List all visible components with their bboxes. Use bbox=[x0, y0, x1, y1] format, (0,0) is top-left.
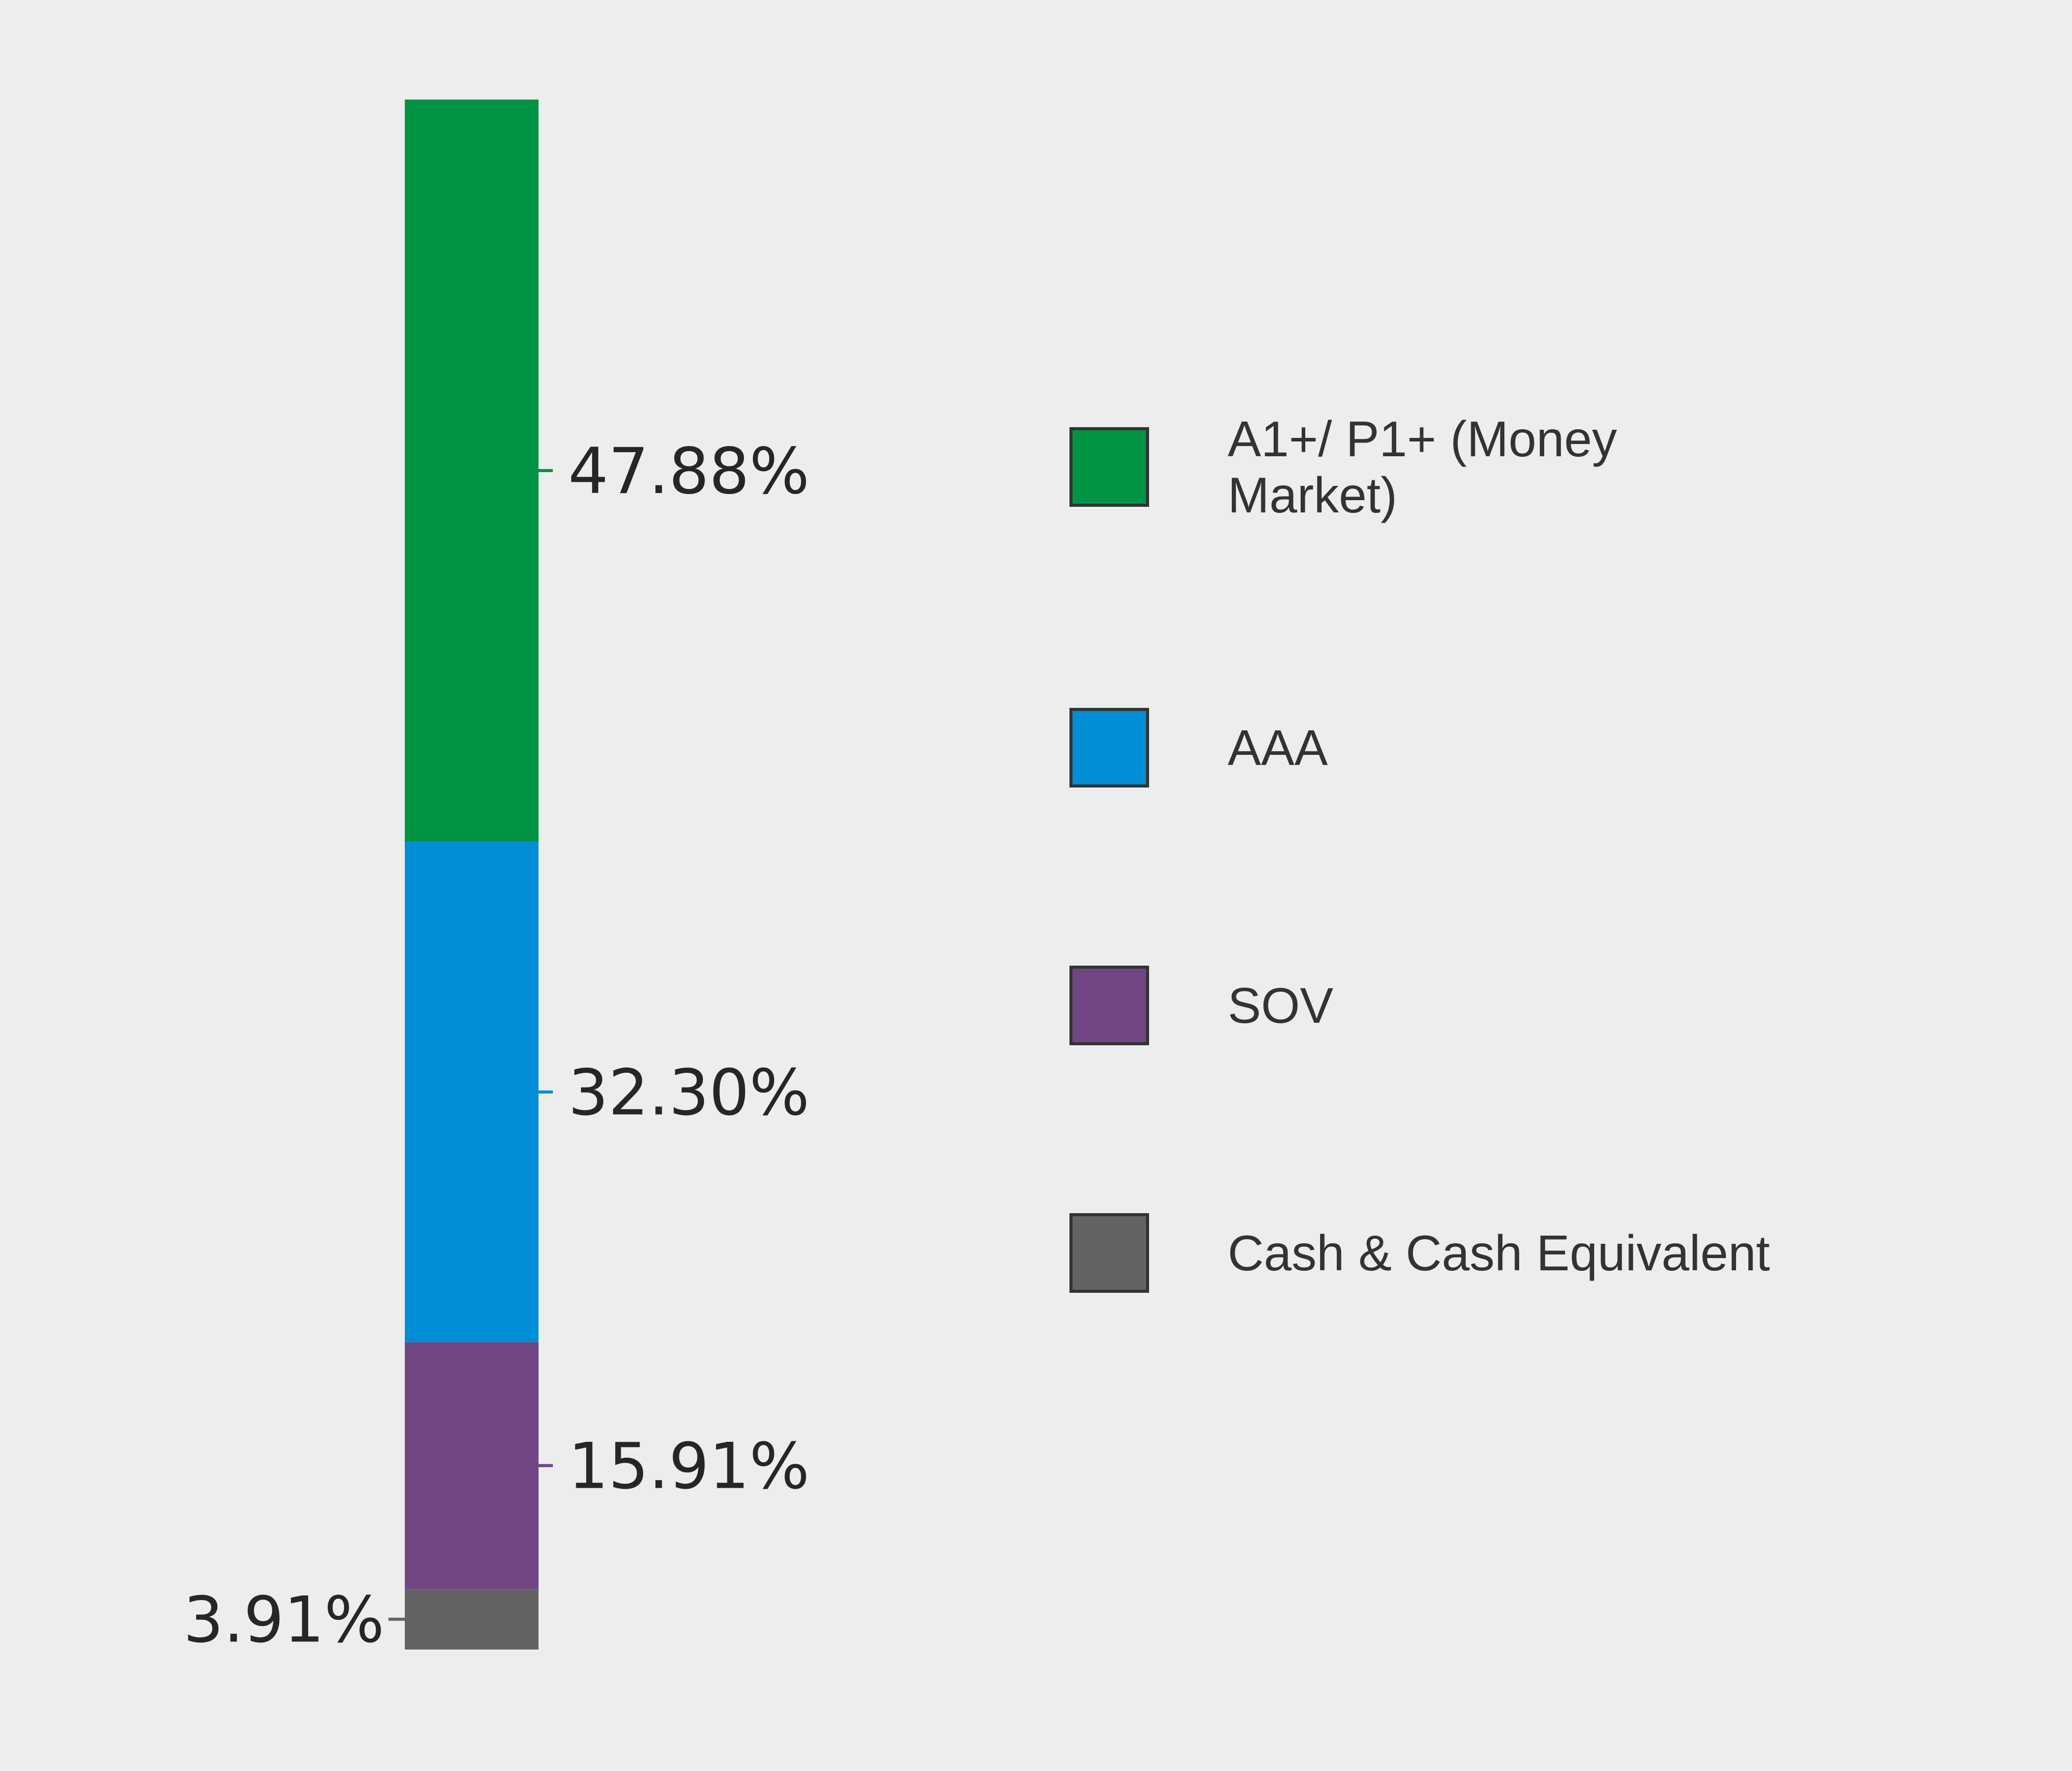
data-label: 3.91% bbox=[183, 1584, 384, 1657]
legend-item: AAA bbox=[1069, 708, 1328, 788]
legend-item: SOV bbox=[1069, 966, 1333, 1045]
data-label: 47.88% bbox=[568, 435, 810, 508]
legend-swatch bbox=[1069, 427, 1149, 507]
data-label: 15.91% bbox=[568, 1430, 810, 1504]
legend-label: AAA bbox=[1228, 720, 1328, 776]
data-labels: 47.88% 32.30% 15.91% 3.91% bbox=[183, 435, 810, 1657]
bar-segment-a1-p1-money-market bbox=[405, 100, 539, 842]
legend-label: Market) bbox=[1228, 467, 1397, 523]
data-label: 32.30% bbox=[568, 1056, 810, 1130]
legend-label: A1+/ P1+ (Money bbox=[1228, 411, 1617, 467]
bar-segment-aaa bbox=[405, 842, 539, 1343]
bar-stack bbox=[405, 100, 539, 1650]
legend-label: SOV bbox=[1228, 977, 1333, 1034]
legend-swatch bbox=[1069, 708, 1149, 788]
legend-label: Cash & Cash Equivalent bbox=[1228, 1225, 1770, 1281]
bar-segment-sov bbox=[405, 1342, 539, 1589]
legend-swatch bbox=[1069, 966, 1149, 1045]
legend-swatch bbox=[1069, 1213, 1149, 1293]
bar-segment-cash-cash-equivalent bbox=[405, 1589, 539, 1650]
legend-item: Cash & Cash Equivalent bbox=[1069, 1213, 1770, 1293]
